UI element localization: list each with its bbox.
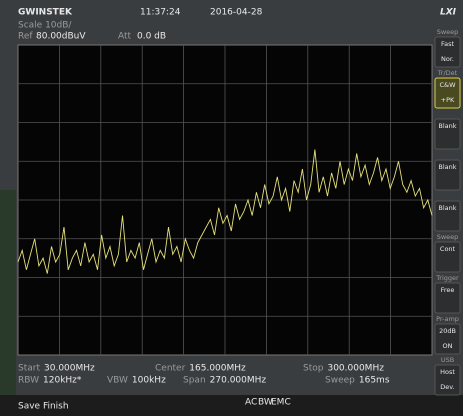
softkey[interactable] (434, 77, 461, 109)
footer-value: 165ms (359, 376, 390, 386)
softkey[interactable] (434, 323, 461, 355)
footer-value: 300.000MHz (327, 364, 384, 374)
softkey-title: Sweep (437, 233, 459, 241)
softkey-title: Pr-amp (436, 315, 459, 323)
indicator: EMC (271, 398, 291, 408)
footer-label: RBW (18, 376, 39, 386)
att-label: Att (118, 32, 132, 42)
footer-value: 165.000MHz (189, 364, 246, 374)
footer-label: Stop (303, 364, 324, 374)
softkey[interactable] (434, 118, 461, 150)
softkey-option: Free (441, 286, 455, 294)
softkey-option: Host (440, 368, 455, 376)
footer-value: 30.000MHz (44, 364, 95, 374)
softkey-option: Blank (438, 163, 456, 171)
att-value: 0.0 dB (137, 32, 166, 42)
softkey[interactable] (434, 282, 461, 314)
footer-label: Center (155, 364, 186, 374)
ref-label: Ref (18, 32, 33, 42)
status-message: Save Finish (18, 402, 69, 412)
softkey-title: Sweep (437, 28, 459, 36)
softkey[interactable] (434, 241, 461, 273)
indicator: AC (245, 398, 257, 408)
softkey-option: 20dB (439, 327, 456, 335)
softkey-option: C&W (439, 81, 456, 89)
softkey-option: +PK (441, 96, 455, 104)
footer-value: 120kHz* (43, 376, 82, 386)
footer-label: Start (18, 364, 40, 374)
scale: Scale 10dB/ (18, 21, 72, 31)
softkey-option: Cont (440, 245, 456, 253)
ref-value: 80.00dBuV (36, 32, 86, 42)
date: 2016-04-28 (210, 8, 263, 18)
softkey-option: Blank (438, 122, 456, 130)
softkey-option: Dev. (440, 383, 454, 391)
footer-label: VBW (107, 376, 128, 386)
softkey[interactable] (434, 159, 461, 191)
lxi-logo: LXI (440, 8, 457, 18)
softkey[interactable] (434, 200, 461, 232)
softkey[interactable] (434, 364, 461, 396)
softkey-option: Nor. (441, 55, 454, 63)
softkey-title: Tr/Det (437, 69, 458, 77)
trace (17, 149, 433, 274)
footer-label: Span (183, 376, 206, 386)
softkey-option: ON (443, 342, 453, 350)
softkey-title: Trigger (435, 274, 459, 282)
softkey-option: Blank (438, 204, 456, 212)
footer-value: 270.000MHz (210, 376, 267, 386)
photo-edge (0, 190, 16, 416)
softkey-title: USB (441, 356, 454, 364)
indicator: BW (258, 398, 273, 408)
footer-label: Sweep (325, 376, 355, 386)
footer-value: 100kHz (132, 376, 166, 386)
brand: GWINSTEK (18, 8, 73, 18)
status-bar (0, 395, 463, 416)
time: 11:37:24 (140, 8, 181, 18)
softkey-option: Fast (441, 40, 455, 48)
softkey[interactable] (434, 36, 461, 68)
grid (18, 45, 432, 355)
